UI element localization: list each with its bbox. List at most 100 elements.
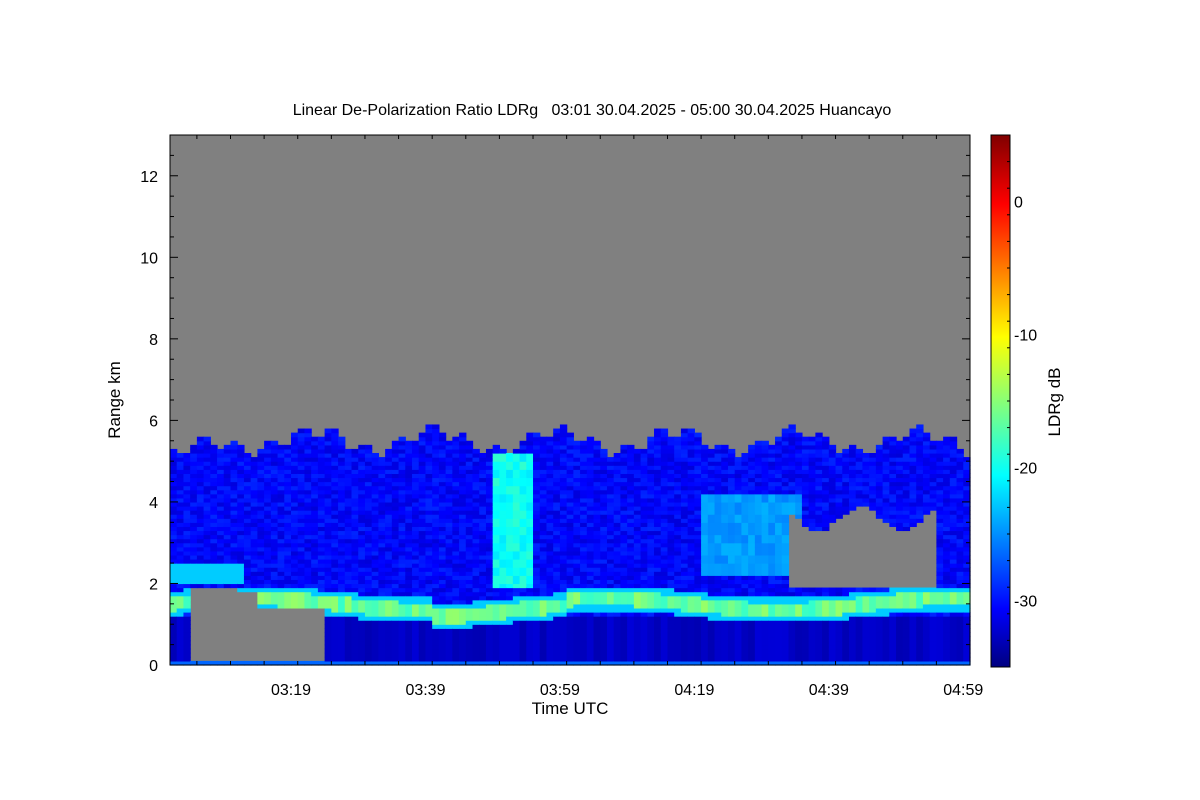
heatmap-cell [533,628,541,633]
heatmap-cell [344,518,353,523]
heatmap-cell [492,448,501,454]
heatmap-cell [432,538,440,544]
heatmap-cell [573,510,581,515]
heatmap-cell [566,583,574,589]
heatmap-cell [398,461,406,466]
heatmap-cell [506,599,514,605]
heatmap-cell [633,616,642,621]
heatmap-cell [250,457,258,462]
heatmap-cell [687,497,695,503]
heatmap-cell [640,591,648,597]
heatmap-cell [795,510,803,515]
heatmap-cell [391,591,400,597]
heatmap-cell [371,612,379,617]
heatmap-cell [391,595,400,601]
heatmap-cell [660,453,669,458]
heatmap-cell [311,514,319,519]
heatmap-cell [606,652,615,658]
heatmap-cell [452,436,460,442]
heatmap-cell [761,485,769,491]
heatmap-cell [620,473,628,479]
heatmap-cell [539,526,548,532]
heatmap-cell [660,648,669,654]
heatmap-cell [593,440,601,446]
heatmap-cell [566,465,574,470]
heatmap-cell [613,624,622,629]
heatmap-cell [230,567,238,572]
heatmap-cell [680,510,689,515]
heatmap-cell [217,448,225,454]
heatmap-cell [371,620,379,625]
heatmap-cell [311,461,319,466]
heatmap-cell [775,595,783,601]
heatmap-cell [297,469,306,474]
heatmap-cell [822,514,830,519]
heatmap-cell [230,440,238,446]
heatmap-cell [358,591,366,597]
heatmap-cell [761,444,769,450]
heatmap-cell [620,448,628,454]
heatmap-cell [580,510,588,515]
heatmap-cell [264,453,272,458]
heatmap-cell [217,546,225,552]
heatmap-cell [344,506,353,511]
heatmap-cell [338,546,346,552]
heatmap-cell [324,652,332,658]
heatmap-cell [539,501,548,507]
heatmap-cell [445,526,453,532]
heatmap-cell [721,603,729,609]
heatmap-cell [667,506,675,511]
heatmap-cell [499,506,507,511]
heatmap-cell [660,501,669,507]
heatmap-cell [687,538,695,544]
heatmap-cell [203,497,211,503]
heatmap-cell [196,477,205,483]
heatmap-cell [627,628,635,633]
heatmap-cell [620,530,628,536]
heatmap-cell [391,461,400,466]
heatmap-cell [257,591,265,597]
heatmap-cell [606,583,615,589]
heatmap-cell [257,563,265,568]
heatmap-cell [815,644,823,650]
heatmap-cell [775,616,783,621]
heatmap-cell [647,444,655,450]
heatmap-cell [432,481,440,487]
heatmap-cell [559,575,568,580]
heatmap-cell [183,461,191,466]
heatmap-cell [687,652,695,658]
heatmap-cell [230,485,238,491]
heatmap-cell [654,591,662,597]
heatmap-cell [465,514,474,519]
heatmap-cell [539,595,548,601]
heatmap-cell [250,559,258,564]
heatmap-cell [680,624,689,629]
heatmap-cell [237,461,245,466]
heatmap-cell [223,461,232,466]
heatmap-cell [593,567,601,572]
heatmap-cell [291,542,299,548]
heatmap-cell [452,563,460,568]
heatmap-cell [559,571,568,576]
heatmap-cell [270,599,279,605]
heatmap-cell [553,648,561,654]
heatmap-cell [465,477,474,483]
heatmap-cell [573,538,581,544]
heatmap-cell [405,554,413,560]
heatmap-cell [257,526,265,532]
heatmap-cell [781,518,790,523]
heatmap-cell [304,522,312,527]
heatmap-cell [438,567,447,572]
heatmap-cell [230,493,238,499]
heatmap-cell [170,546,178,552]
heatmap-cell [425,648,433,654]
heatmap-cell [237,563,245,568]
heatmap-cell [351,575,359,580]
heatmap-cell [452,457,460,462]
heatmap-cell [754,644,763,650]
heatmap-cell [593,607,601,613]
heatmap-cell [647,489,655,495]
heatmap-cell [593,575,601,580]
heatmap-cell [479,465,487,470]
heatmap-cell [808,632,816,638]
